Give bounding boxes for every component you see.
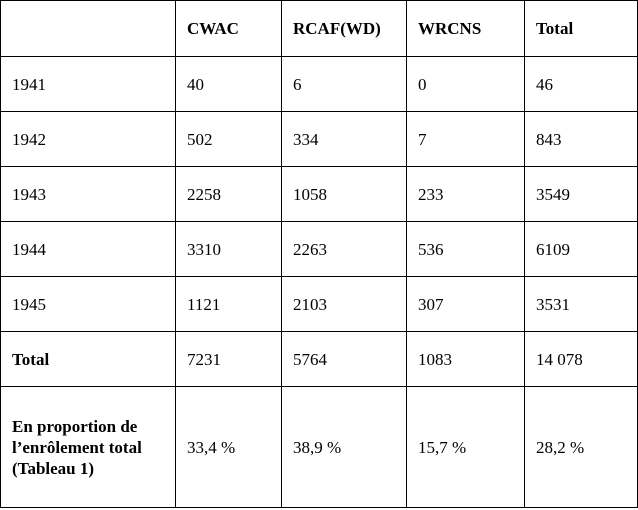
rcaf-cell: 334 [281,111,407,167]
year-cell: 1941 [0,56,176,112]
proportion-label: En proportion de l’enrôlement total (Tab… [0,386,176,508]
header-row: CWAC RCAF(WD) WRCNS Total [0,0,638,57]
table-row: 1941 40 6 0 46 [0,56,638,112]
cwac-total-cell: 7231 [175,331,282,387]
proportion-row: En proportion de l’enrôlement total (Tab… [0,386,638,508]
rcaf-cell: 1058 [281,166,407,222]
proportion-label-line: En proportion de [12,416,138,436]
wrcns-proportion-cell: 15,7 % [406,386,525,508]
header-corner-cell [0,0,176,57]
wrcns-total-cell: 1083 [406,331,525,387]
total-proportion-cell: 28,2 % [524,386,638,508]
cwac-cell: 502 [175,111,282,167]
rcaf-proportion-cell: 38,9 % [281,386,407,508]
rcaf-cell: 2103 [281,276,407,332]
proportion-label-line: (Tableau 1) [12,458,95,478]
total-cell: 843 [524,111,638,167]
cwac-cell: 3310 [175,221,282,277]
year-cell: 1942 [0,111,176,167]
table-row: 1944 3310 2263 536 6109 [0,221,638,277]
header-total: Total [524,0,638,57]
year-cell: 1945 [0,276,176,332]
grand-total-cell: 14 078 [524,331,638,387]
total-cell: 3549 [524,166,638,222]
total-cell: 46 [524,56,638,112]
proportion-label-line: l’enrôlement total [12,437,142,457]
wrcns-cell: 0 [406,56,525,112]
wrcns-cell: 307 [406,276,525,332]
total-row: Total 7231 5764 1083 14 078 [0,331,638,387]
cwac-cell: 1121 [175,276,282,332]
year-cell: 1943 [0,166,176,222]
total-row-label: Total [0,331,176,387]
cwac-cell: 40 [175,56,282,112]
rcaf-total-cell: 5764 [281,331,407,387]
wrcns-cell: 536 [406,221,525,277]
cwac-proportion-cell: 33,4 % [175,386,282,508]
wrcns-cell: 233 [406,166,525,222]
total-cell: 3531 [524,276,638,332]
wrcns-cell: 7 [406,111,525,167]
header-wrcns: WRCNS [406,0,525,57]
table-row: 1945 1121 2103 307 3531 [0,276,638,332]
rcaf-cell: 6 [281,56,407,112]
rcaf-cell: 2263 [281,221,407,277]
header-cwac: CWAC [175,0,282,57]
cwac-cell: 2258 [175,166,282,222]
year-cell: 1944 [0,221,176,277]
header-rcaf-wd: RCAF(WD) [281,0,407,57]
total-cell: 6109 [524,221,638,277]
table-row: 1942 502 334 7 843 [0,111,638,167]
table-row: 1943 2258 1058 233 3549 [0,166,638,222]
